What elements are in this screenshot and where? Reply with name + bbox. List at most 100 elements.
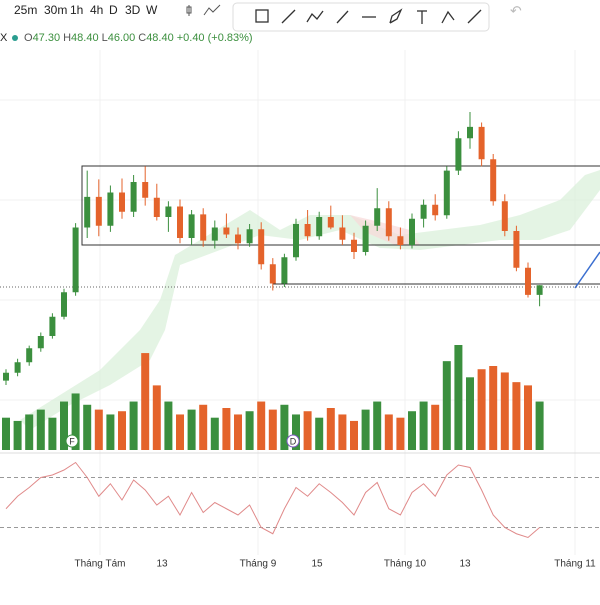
candle-body (374, 208, 381, 226)
volume-bar (60, 401, 68, 450)
volume-bar (245, 411, 254, 450)
volume-bar (71, 393, 80, 450)
candle-body (304, 224, 311, 237)
volume-bar (315, 417, 324, 450)
rsi-line (5, 461, 540, 539)
volume-bar (477, 369, 486, 450)
candle-body (351, 239, 357, 252)
volume-bar (106, 414, 115, 450)
ohlc-value: 48.40 (71, 32, 99, 44)
candle-body (107, 192, 114, 226)
volume-bar (454, 345, 463, 450)
volume-bar (222, 408, 231, 450)
volume-bar (210, 417, 219, 450)
candle-body (513, 231, 520, 268)
candle-body (26, 348, 33, 363)
x-axis-label: 13 (459, 559, 471, 570)
volume-bar (489, 366, 498, 450)
volume-bar (419, 401, 428, 450)
volume-bar (361, 409, 370, 450)
volume-bar (187, 409, 196, 450)
volume-bar (280, 404, 289, 450)
candle-body (490, 159, 497, 202)
interval-button[interactable]: 3D (125, 3, 141, 17)
x-axis-label: Tháng 11 (554, 559, 596, 570)
candle-body (95, 196, 102, 226)
interval-button[interactable]: 4h (90, 3, 103, 17)
candle-body (235, 234, 241, 244)
candle-body (327, 217, 334, 228)
volume-bar (268, 409, 277, 450)
ichimoku-cloud (20, 170, 600, 430)
ohlc-label: H (63, 32, 71, 44)
x-axis-label: Tháng Tám (75, 559, 126, 570)
x-axis-label: Tháng 10 (384, 559, 427, 570)
volume-bar (442, 361, 451, 450)
candle-body (200, 214, 207, 241)
volume-bar (512, 382, 521, 450)
volume-bar (373, 401, 382, 450)
candle-body (14, 362, 21, 373)
volume-bar (466, 377, 474, 450)
event-marker (286, 434, 300, 448)
volume-bar (164, 401, 173, 450)
candle-body (362, 225, 369, 252)
volume-bar (431, 404, 440, 450)
interval-button[interactable]: D (109, 3, 118, 17)
candle-body (211, 227, 218, 241)
candle-body (467, 126, 473, 139)
candle-body (142, 182, 149, 198)
volume-bar (83, 404, 92, 450)
candle-body (339, 227, 346, 240)
ohlc-value: 47.30 (33, 32, 61, 44)
volume-bar (199, 404, 208, 450)
volume-bar (234, 414, 242, 450)
ohlc-label: C (138, 32, 146, 44)
ohlc-label: O (24, 32, 33, 44)
volume-bar (396, 417, 405, 450)
candle-body (525, 267, 531, 295)
ohlc-label: L (102, 32, 108, 44)
toolbar (0, 0, 230, 22)
candle-body (385, 208, 392, 237)
event-marker-label: F (69, 436, 75, 446)
interval-button[interactable]: 30m (44, 3, 67, 17)
candle-body (269, 264, 276, 284)
ohlc-value: 46.00 (108, 32, 136, 44)
volume-bar (152, 385, 161, 450)
symbol: X (0, 32, 8, 44)
volume-bar (94, 409, 103, 450)
volume-bar (408, 411, 416, 450)
volume-bar (48, 417, 57, 450)
interval-button[interactable]: 1h (70, 3, 83, 17)
candle-body (397, 236, 404, 245)
candle-body (61, 292, 67, 317)
ohlc-value: 48.40 (146, 32, 174, 44)
svg-text:↶: ↶ (510, 3, 522, 19)
x-axis-label: Tháng 9 (240, 559, 277, 570)
candle-body (177, 206, 183, 238)
toolbar-icons (186, 4, 221, 16)
candle-body (49, 316, 56, 336)
change: +0.40 (+0.83%) (177, 32, 253, 44)
interval-button[interactable]: W (146, 3, 158, 17)
candle-body (455, 138, 462, 171)
candle-body (246, 229, 253, 244)
volume-bar (118, 411, 126, 450)
candle-body (37, 336, 44, 349)
candle-body (165, 206, 172, 217)
volume-bar (36, 409, 45, 450)
interval-button[interactable]: 25m (14, 3, 37, 17)
volume-bar (13, 420, 22, 450)
candle-body (84, 196, 91, 228)
status-dot (12, 35, 18, 41)
event-marker-label: D (290, 436, 297, 446)
candle-body (258, 229, 265, 265)
volume-bar (176, 414, 184, 450)
candle-body (478, 126, 485, 160)
volume-bar (141, 353, 150, 450)
volume-bar (384, 414, 393, 450)
volume-bar (129, 401, 138, 450)
candle-body (409, 218, 415, 245)
